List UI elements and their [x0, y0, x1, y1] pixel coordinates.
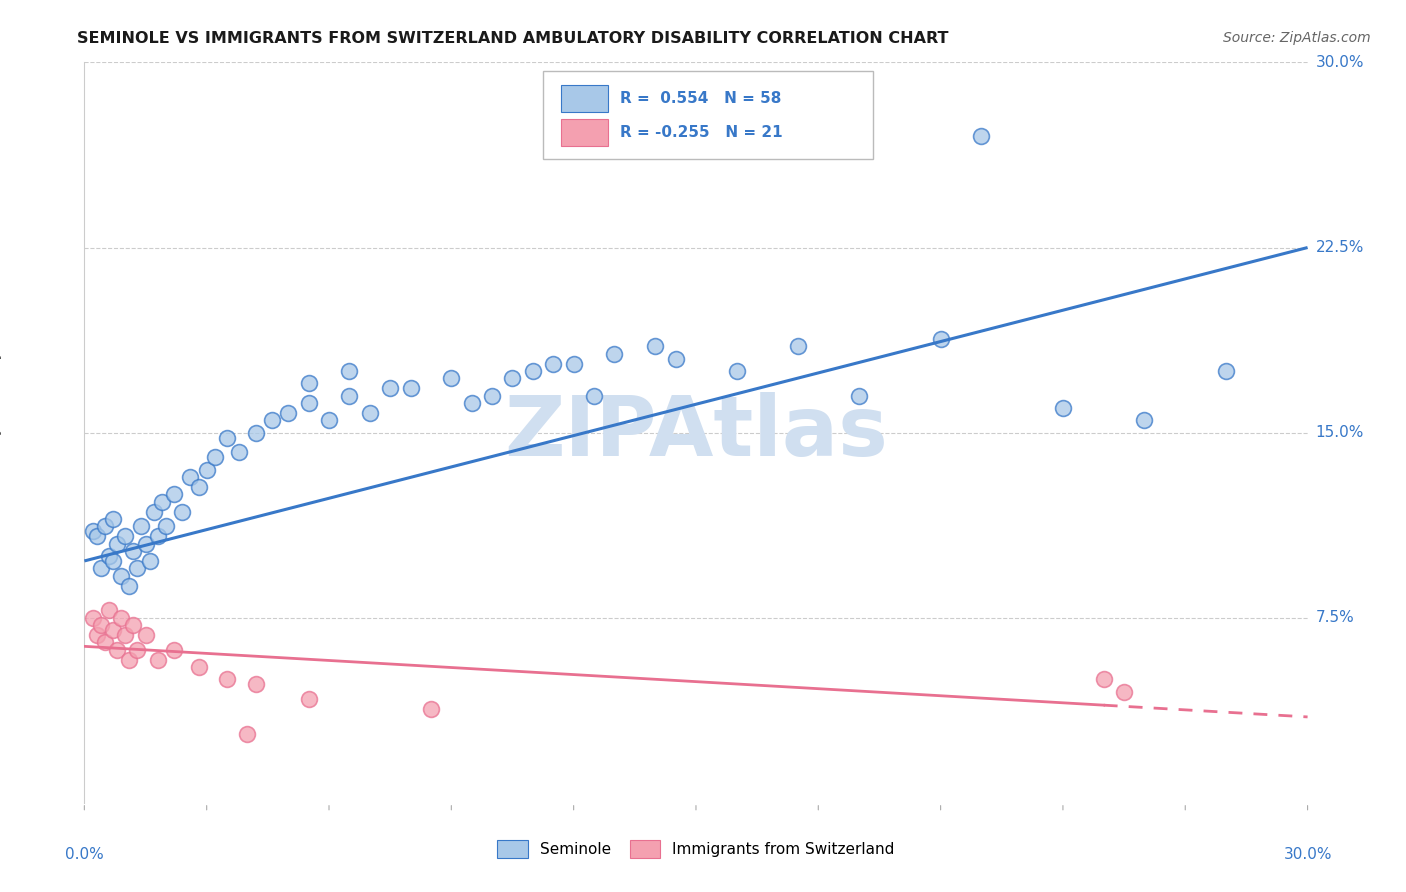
- Point: [399, 381, 422, 395]
- Point: [725, 364, 748, 378]
- Point: [118, 579, 141, 593]
- Point: [93, 635, 115, 649]
- Point: [101, 623, 124, 637]
- Point: [298, 692, 321, 706]
- Point: [1133, 413, 1156, 427]
- Point: [163, 642, 186, 657]
- FancyBboxPatch shape: [543, 71, 873, 159]
- Point: [187, 480, 209, 494]
- Point: [163, 487, 186, 501]
- Point: [127, 642, 149, 657]
- Point: [204, 450, 226, 465]
- Point: [277, 406, 299, 420]
- Point: [179, 470, 201, 484]
- Point: [131, 519, 153, 533]
- Text: 30.0%: 30.0%: [1284, 847, 1331, 863]
- Text: R = -0.255   N = 21: R = -0.255 N = 21: [620, 125, 783, 140]
- Point: [245, 425, 267, 440]
- Point: [522, 364, 544, 378]
- Point: [195, 462, 218, 476]
- Point: [135, 628, 157, 642]
- Text: 7.5%: 7.5%: [1316, 610, 1354, 625]
- Text: SEMINOLE VS IMMIGRANTS FROM SWITZERLAND AMBULATORY DISABILITY CORRELATION CHART: SEMINOLE VS IMMIGRANTS FROM SWITZERLAND …: [77, 31, 949, 46]
- Point: [461, 396, 484, 410]
- Point: [114, 628, 136, 642]
- Text: Ambulatory Disability: Ambulatory Disability: [0, 351, 3, 515]
- Point: [172, 505, 194, 519]
- Point: [260, 413, 283, 427]
- Point: [562, 357, 585, 371]
- Point: [236, 727, 259, 741]
- Point: [848, 388, 870, 402]
- Point: [245, 677, 267, 691]
- Point: [420, 702, 443, 716]
- Point: [93, 519, 115, 533]
- Point: [1215, 364, 1237, 378]
- Point: [665, 351, 688, 366]
- Point: [155, 519, 177, 533]
- Point: [138, 554, 160, 568]
- Point: [543, 357, 565, 371]
- Point: [101, 512, 124, 526]
- Point: [217, 673, 239, 687]
- Point: [82, 610, 104, 624]
- Point: [644, 339, 666, 353]
- Point: [929, 332, 952, 346]
- Point: [127, 561, 149, 575]
- Text: R =  0.554   N = 58: R = 0.554 N = 58: [620, 91, 782, 106]
- Point: [298, 376, 321, 391]
- Point: [97, 549, 120, 563]
- Text: Source: ZipAtlas.com: Source: ZipAtlas.com: [1223, 31, 1371, 45]
- Point: [787, 339, 810, 353]
- Point: [603, 346, 626, 360]
- Point: [118, 653, 141, 667]
- Point: [970, 129, 993, 144]
- Text: 15.0%: 15.0%: [1316, 425, 1364, 440]
- Point: [318, 413, 340, 427]
- Point: [135, 536, 157, 550]
- Point: [187, 660, 209, 674]
- Point: [228, 445, 250, 459]
- Point: [142, 505, 165, 519]
- Point: [86, 529, 108, 543]
- Point: [110, 568, 132, 582]
- Point: [122, 544, 145, 558]
- Legend: Seminole, Immigrants from Switzerland: Seminole, Immigrants from Switzerland: [489, 832, 903, 865]
- Text: ZIPAtlas: ZIPAtlas: [503, 392, 889, 473]
- Point: [146, 529, 169, 543]
- Point: [122, 618, 145, 632]
- Point: [481, 388, 503, 402]
- Point: [105, 536, 128, 550]
- Point: [90, 618, 112, 632]
- Point: [97, 603, 120, 617]
- Point: [110, 610, 132, 624]
- Text: 30.0%: 30.0%: [1316, 55, 1364, 70]
- Point: [1052, 401, 1074, 415]
- Point: [359, 406, 381, 420]
- Point: [114, 529, 136, 543]
- Point: [105, 642, 128, 657]
- Point: [502, 371, 524, 385]
- Point: [380, 381, 402, 395]
- Point: [82, 524, 104, 539]
- Text: 22.5%: 22.5%: [1316, 240, 1364, 255]
- Point: [90, 561, 112, 575]
- Point: [217, 431, 239, 445]
- Bar: [561, 86, 607, 112]
- Point: [1092, 673, 1115, 687]
- Point: [583, 388, 606, 402]
- Point: [298, 396, 321, 410]
- Point: [1114, 685, 1136, 699]
- Point: [101, 554, 124, 568]
- Text: 0.0%: 0.0%: [65, 847, 104, 863]
- Point: [440, 371, 463, 385]
- Point: [146, 653, 169, 667]
- Point: [339, 388, 361, 402]
- Bar: [561, 120, 607, 146]
- Point: [86, 628, 108, 642]
- Point: [339, 364, 361, 378]
- Point: [150, 494, 173, 508]
